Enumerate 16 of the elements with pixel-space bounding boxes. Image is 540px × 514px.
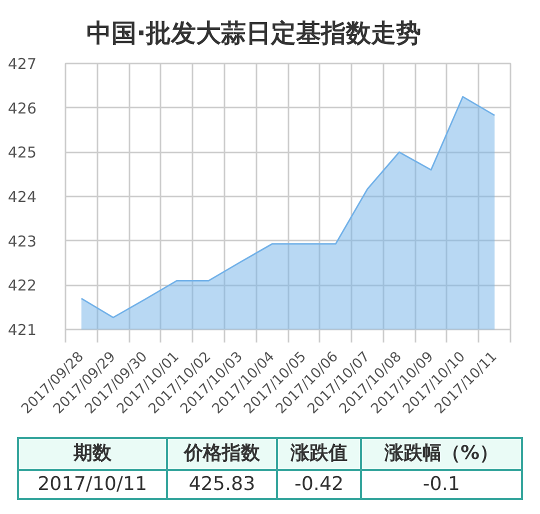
- y-tick-label: 423: [8, 232, 37, 250]
- y-tick-label: 424: [8, 188, 37, 206]
- table-cell: -0.42: [277, 470, 361, 500]
- table-cell: 期数: [18, 438, 167, 470]
- table-cell: 涨跌幅（%）: [360, 438, 522, 470]
- y-tick-label: 426: [8, 99, 37, 118]
- table-cell: -0.1: [360, 470, 522, 500]
- chart-title: 中国·批发大蒜日定基指数走势: [86, 18, 421, 48]
- y-tick-label: 427: [8, 55, 37, 73]
- y-tick-label: 421: [8, 321, 37, 339]
- y-tick-label: 422: [8, 276, 37, 295]
- y-tick-label: 425: [8, 144, 37, 162]
- table-cell: 涨跌值: [277, 438, 361, 470]
- table-cell: 2017/10/11: [18, 470, 167, 500]
- table-cell: 425.83: [166, 470, 278, 500]
- table-cell: 价格指数: [166, 438, 278, 470]
